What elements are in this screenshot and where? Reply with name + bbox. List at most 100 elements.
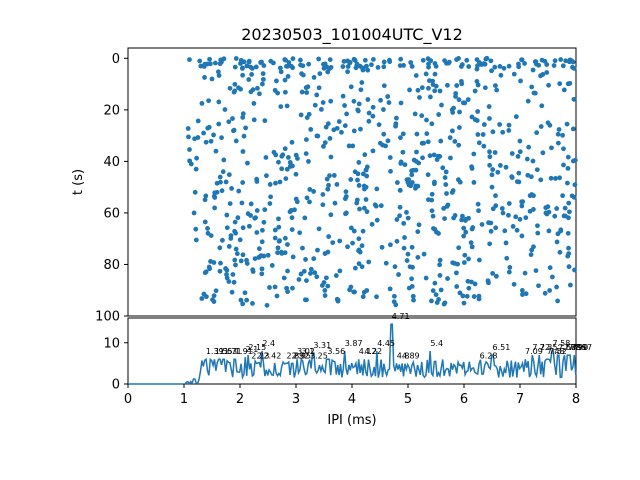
raster-point [409, 283, 415, 289]
raster-point [414, 131, 420, 137]
raster-point [374, 294, 379, 300]
raster-point [425, 139, 431, 145]
raster-point [243, 125, 249, 131]
raster-point [284, 285, 289, 291]
raster-point [464, 57, 470, 63]
raster-point [351, 56, 357, 62]
raster-point [311, 75, 317, 80]
raster-point [404, 258, 410, 263]
raster-point [239, 200, 245, 206]
raster-point [232, 228, 238, 234]
raster-point [341, 58, 347, 64]
raster-point [262, 118, 268, 124]
raster-point [461, 300, 467, 306]
raster-point [525, 172, 531, 178]
raster-point [400, 131, 406, 137]
raster-point [233, 56, 239, 61]
raster-point [446, 59, 452, 65]
raster-point [216, 121, 222, 127]
histogram-peak-label: 4.12 [359, 347, 377, 356]
histogram-peak-label: 1.71 [224, 347, 242, 356]
raster-point [206, 124, 212, 130]
raster-point [488, 58, 494, 64]
raster-point [385, 94, 391, 99]
raster-point [357, 206, 362, 212]
raster-point [229, 186, 235, 191]
raster-point [388, 168, 393, 174]
raster-point [192, 189, 198, 195]
raster-point [398, 135, 403, 141]
raster-point [340, 93, 346, 99]
raster-point [372, 202, 378, 208]
raster-point [220, 169, 226, 175]
raster-point [326, 234, 332, 239]
raster-point [240, 225, 246, 231]
raster-y-tick-label: 20 [103, 103, 120, 118]
histogram-peak-label: 2.83 [286, 351, 304, 360]
raster-point [345, 69, 351, 75]
raster-point [376, 122, 382, 128]
raster-point [336, 119, 342, 124]
raster-point [325, 121, 331, 127]
raster-point [519, 199, 525, 205]
raster-point [252, 256, 258, 262]
raster-point [486, 220, 491, 226]
histogram-peak-label: 1.55 [215, 347, 233, 356]
raster-point [535, 230, 541, 236]
raster-point [238, 258, 244, 264]
raster-point [427, 153, 433, 159]
raster-point [289, 227, 295, 233]
raster-point [282, 89, 288, 95]
raster-point [497, 63, 503, 69]
histogram-x-tick-label: 8 [572, 392, 580, 407]
raster-point [304, 195, 310, 201]
raster-point [462, 252, 468, 258]
raster-point [486, 104, 492, 109]
raster-point [440, 165, 446, 171]
raster-point [240, 111, 246, 117]
raster-point [405, 251, 411, 257]
raster-point [305, 84, 311, 90]
raster-point [216, 99, 222, 105]
raster-point [565, 165, 571, 171]
raster-point [472, 117, 478, 122]
raster-point [456, 142, 462, 148]
raster-point [457, 179, 463, 185]
raster-point [561, 87, 567, 93]
histogram-peak-label: 4.22 [364, 347, 382, 356]
raster-point [432, 179, 437, 185]
raster-point [216, 73, 222, 78]
raster-point [482, 85, 488, 91]
raster-point [514, 227, 520, 233]
histogram-peak-label: 4.8 [397, 351, 410, 360]
raster-point [431, 152, 437, 158]
raster-point [449, 190, 455, 195]
histogram-peak-label: 2.1 [246, 345, 259, 354]
raster-point [506, 128, 512, 133]
raster-point [413, 73, 419, 78]
raster-point [316, 56, 322, 62]
raster-point [286, 60, 292, 65]
raster-point [531, 90, 537, 96]
raster-point [529, 247, 535, 253]
raster-point [409, 172, 415, 178]
raster-point [469, 114, 475, 120]
raster-point [300, 63, 306, 69]
raster-point [551, 63, 557, 68]
raster-point [563, 58, 569, 64]
raster-point [387, 286, 393, 292]
raster-point [401, 245, 407, 251]
raster-point [363, 184, 369, 190]
raster-point [345, 64, 351, 69]
raster-point [275, 90, 281, 96]
raster-point [500, 129, 506, 135]
raster-point [238, 297, 244, 303]
raster-point [506, 122, 512, 128]
raster-point [487, 149, 492, 155]
raster-point [328, 154, 334, 160]
raster-point [381, 59, 387, 65]
raster-point [299, 89, 305, 95]
raster-point [549, 145, 554, 151]
raster-point [294, 199, 300, 205]
raster-point [432, 227, 438, 232]
